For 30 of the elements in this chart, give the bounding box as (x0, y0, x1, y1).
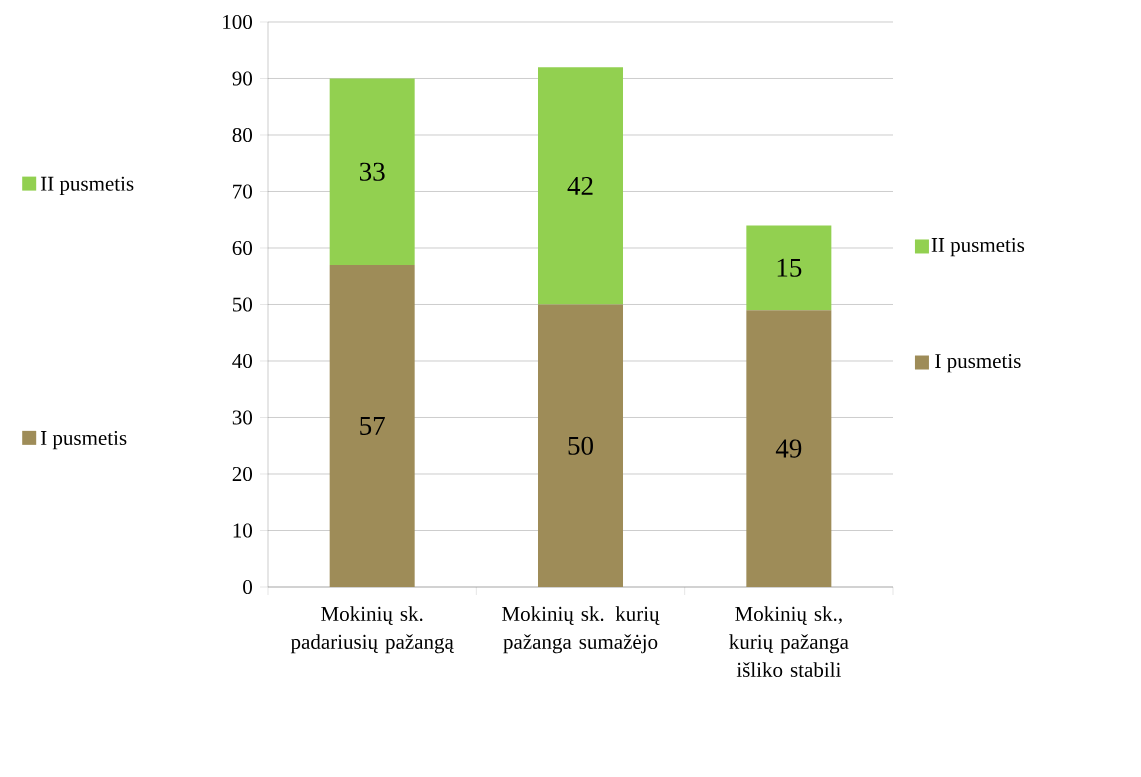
x-tick-label: Mokinių sk., kurių pažanga išliko stabili (729, 606, 849, 677)
y-tick-label: 30 (232, 410, 253, 425)
text: II pusmetis (40, 176, 134, 196)
y-tick-label: 40 (232, 353, 253, 369)
data-label: 42 (567, 176, 593, 195)
y-tick-label: 60 (232, 240, 253, 256)
data-label: 50 (568, 436, 593, 455)
y-tick-label: 80 (232, 127, 253, 143)
y-tick-label: 70 (233, 184, 253, 199)
bar (538, 304, 624, 587)
legend-label: II pusmetis (931, 237, 1025, 257)
bar (746, 310, 832, 587)
bar (538, 67, 624, 305)
bar (746, 225, 832, 311)
y-tick-label: 100 (223, 14, 253, 30)
bar (329, 78, 415, 265)
legend-label: I pusmetis (935, 353, 1021, 373)
y-tick-label: 20 (232, 466, 253, 482)
text: I pusmetis (40, 430, 127, 450)
y-tick-label: 10 (233, 523, 253, 538)
y-tick-label: 0 (243, 579, 253, 595)
data-label: 33 (359, 162, 385, 181)
data-label: 15 (777, 258, 802, 277)
x-tick-label: Mokinių sk. kurių pažanga sumažėjo (502, 606, 660, 654)
data-label: 57 (360, 417, 385, 435)
data-label: 49 (775, 439, 802, 458)
y-tick-label: 50 (233, 297, 253, 312)
bar (329, 264, 415, 587)
y-tick-label: 90 (232, 71, 253, 86)
x-tick-label: Mokinių sk. padariusių pažangą (290, 606, 455, 654)
